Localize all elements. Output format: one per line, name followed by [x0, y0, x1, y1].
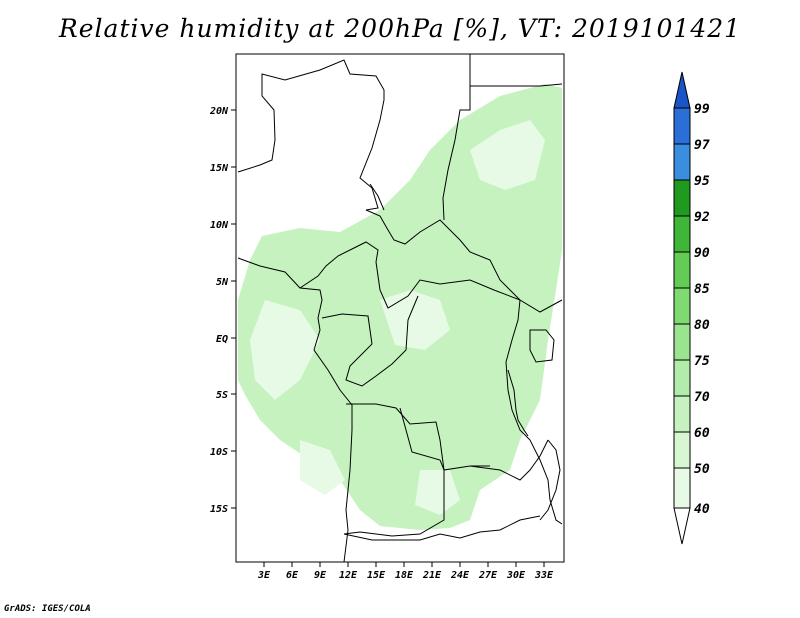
colorbar-label: 75 [694, 354, 710, 369]
lon-tick-label: 6E [286, 570, 299, 581]
colorbar-upper-arrow [673, 71, 691, 109]
humidity-region-light [470, 120, 545, 190]
colorbar-swatch-95-97 [673, 143, 691, 181]
colorbar-swatch-60-70 [673, 395, 691, 433]
colorbar-label: 85 [694, 282, 710, 297]
lon-tick-label: 15E [367, 570, 386, 581]
colorbar-label: 92 [694, 210, 710, 225]
coastline [237, 257, 353, 563]
colorbar-label: 70 [694, 390, 710, 405]
lat-tick-label: 5S [216, 390, 228, 401]
humidity-region-light [250, 300, 320, 400]
border-car-congo [375, 261, 521, 309]
lon-tick-label: 9E [314, 570, 327, 581]
lon-tick-label: 12E [339, 570, 358, 581]
lon-tick-label: 24E [450, 570, 470, 581]
colorbar-swatch-40-50 [673, 467, 691, 509]
lon-tick-label: 21E [422, 570, 442, 581]
border-zambia [469, 439, 549, 481]
border-east [505, 299, 563, 525]
border-cameroon [299, 241, 379, 289]
country-borders [237, 54, 563, 563]
lat-tick-label: 20N [209, 106, 229, 117]
humidity-region-light [415, 470, 460, 515]
lon-axis: 3E 6E 9E 12E 15E 18E 21E 24E 27E 30E 33E [257, 562, 554, 581]
colorbar-swatch-75-80 [673, 323, 691, 361]
colorbar-label: 50 [694, 462, 710, 477]
colorbar-label: 99 [694, 102, 710, 117]
colorbar-label: 60 [694, 426, 710, 441]
colorbar-swatch-70-75 [673, 359, 691, 397]
border-lake-victoria [529, 329, 555, 363]
colorbar-label: 40 [694, 502, 710, 517]
lon-tick-label: 27E [478, 570, 498, 581]
humidity-field [238, 84, 562, 530]
colorbar-label: 80 [694, 318, 710, 333]
colorbar-label: 90 [694, 246, 710, 261]
border-chad-car [365, 209, 563, 313]
lat-tick-label: EQ [216, 334, 228, 345]
humidity-region-light [380, 290, 450, 350]
lon-tick-label: 3E [257, 570, 271, 581]
lat-axis: 20N 15N 10N 5N EQ 5S 10S 15S [209, 106, 236, 515]
lat-tick-label: 5N [216, 277, 229, 288]
lon-tick-label: 18E [395, 570, 414, 581]
lon-tick-label: 33E [534, 570, 554, 581]
lat-tick-label: 15N [210, 163, 229, 174]
border-lake-tanganyika [507, 369, 529, 437]
humidity-region-light [300, 440, 345, 495]
colorbar-label: 97 [694, 138, 710, 153]
border-north [237, 59, 385, 211]
lat-tick-label: 10S [210, 447, 228, 458]
border-gabon-congo [321, 295, 419, 387]
colorbar-swatch-92-95 [673, 179, 691, 217]
border-libya-sudan [442, 54, 471, 221]
border-south-east [539, 439, 561, 521]
colorbar: 99 97 95 92 90 85 80 75 70 60 50 40 [673, 71, 710, 545]
colorbar-swatch-97-99 [673, 107, 691, 145]
colorbar-swatch-90-92 [673, 215, 691, 253]
lat-tick-label: 15S [210, 504, 228, 515]
credit-label: GrADS: IGES/COLA [4, 604, 91, 614]
border-drc-angola [346, 403, 490, 471]
border-egypt-sudan [470, 83, 563, 87]
colorbar-swatch-85-90 [673, 251, 691, 289]
lat-tick-label: 10N [210, 220, 229, 231]
colorbar-swatch-50-60 [673, 431, 691, 469]
colorbar-label: 95 [694, 174, 710, 189]
colorbar-swatch-80-85 [673, 287, 691, 325]
chart-title: Relative humidity at 200hPa [%], VT: 201… [58, 14, 742, 43]
colorbar-lower-arrow [673, 507, 691, 545]
border-angola-zambia [343, 407, 445, 537]
border-sahara [369, 183, 385, 211]
border-namibia [343, 515, 541, 541]
lon-tick-label: 30E [506, 570, 526, 581]
